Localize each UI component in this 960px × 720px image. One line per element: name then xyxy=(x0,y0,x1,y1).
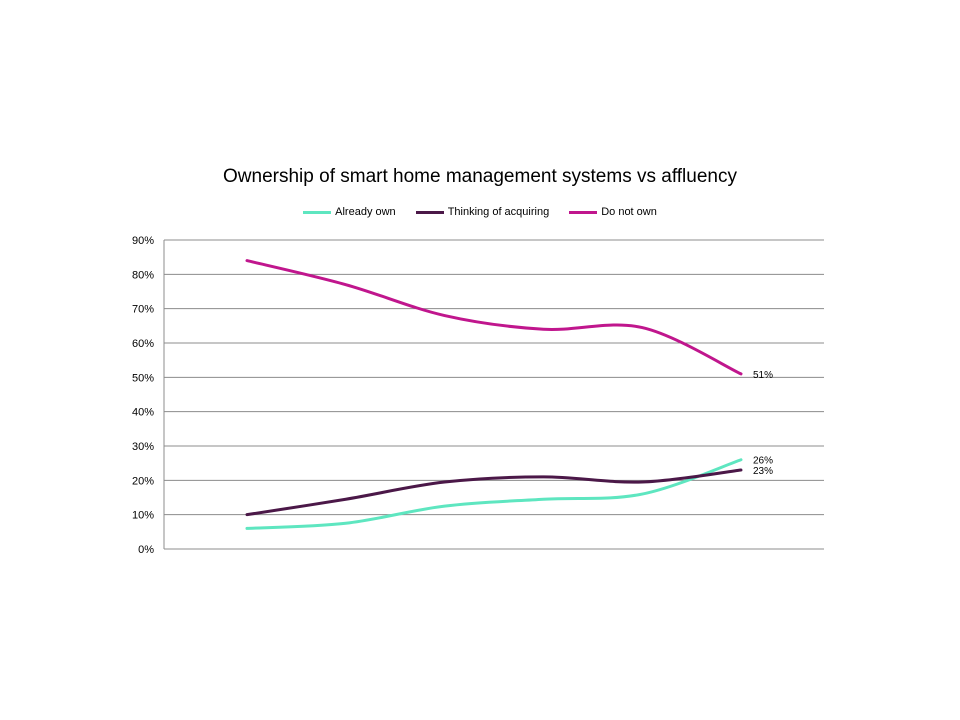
legend-label-thinking-of-acquiring: Thinking of acquiring xyxy=(447,206,550,218)
y-tick-label: 90% xyxy=(132,235,154,247)
legend-label-do-not-own: Do not own xyxy=(601,206,657,218)
gridlines xyxy=(163,239,824,550)
legend-item-thinking-of-acquiring: Thinking of acquiring xyxy=(415,206,550,218)
legend-swatch-do-not-own xyxy=(569,210,598,214)
y-tick-label: 0% xyxy=(138,544,154,556)
y-tick-label: 20% xyxy=(132,475,154,487)
data-label-do-not-own: 51% xyxy=(753,370,773,381)
data-label-already-own: 26% xyxy=(753,456,773,467)
series-line-thinking-of-acquiring xyxy=(245,468,743,517)
y-tick-label: 40% xyxy=(132,407,154,419)
legend-item-already-own: Already own xyxy=(303,206,396,218)
data-label-thinking-of-acquiring: 23% xyxy=(753,466,773,477)
y-tick-label: 70% xyxy=(132,304,154,316)
series-line-already-own xyxy=(245,458,743,530)
chart-title: Ownership of smart home management syste… xyxy=(223,166,737,187)
y-tick-label: 30% xyxy=(132,441,154,453)
chart-legend: Already own Thinking of acquiring Do not… xyxy=(0,206,960,218)
data-labels: 26%23% 51% xyxy=(753,370,773,477)
legend-label-already-own: Already own xyxy=(335,206,396,218)
y-tick-label: 10% xyxy=(132,510,154,522)
y-tick-label: 80% xyxy=(132,269,154,281)
series-lines xyxy=(245,259,743,530)
legend-item-do-not-own: Do not own xyxy=(569,206,657,218)
y-axis-ticks: 0% 10% 20% 30% 40% 50% 60% 70% 80% 90% xyxy=(132,235,154,556)
legend-swatch-already-own xyxy=(303,210,332,214)
y-tick-label: 50% xyxy=(132,372,154,384)
legend-swatch-thinking-of-acquiring xyxy=(415,210,444,214)
y-tick-label: 60% xyxy=(132,338,154,350)
series-line-do-not-own xyxy=(245,259,743,376)
